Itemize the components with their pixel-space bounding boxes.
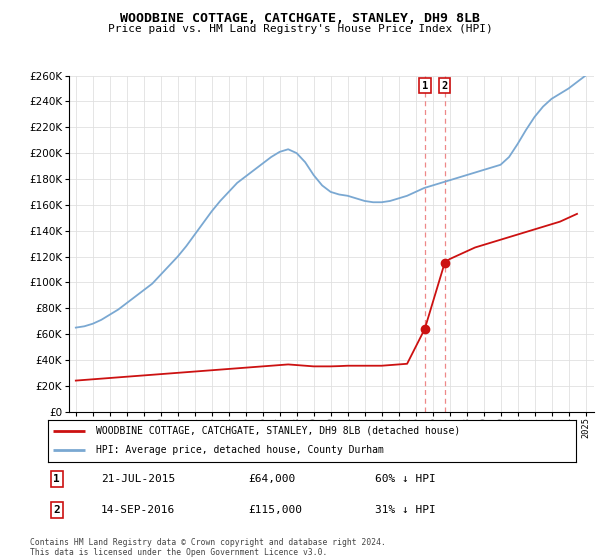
Text: 31% ↓ HPI: 31% ↓ HPI bbox=[376, 505, 436, 515]
Text: 60% ↓ HPI: 60% ↓ HPI bbox=[376, 474, 436, 484]
Text: Contains HM Land Registry data © Crown copyright and database right 2024.
This d: Contains HM Land Registry data © Crown c… bbox=[30, 538, 386, 557]
Text: WOODBINE COTTAGE, CATCHGATE, STANLEY, DH9 8LB: WOODBINE COTTAGE, CATCHGATE, STANLEY, DH… bbox=[120, 12, 480, 25]
Text: 2: 2 bbox=[442, 81, 448, 91]
Text: 2: 2 bbox=[53, 505, 60, 515]
Text: £64,000: £64,000 bbox=[248, 474, 296, 484]
Text: 1: 1 bbox=[422, 81, 428, 91]
Text: 21-JUL-2015: 21-JUL-2015 bbox=[101, 474, 175, 484]
Text: £115,000: £115,000 bbox=[248, 505, 302, 515]
Text: 1: 1 bbox=[53, 474, 60, 484]
Text: WOODBINE COTTAGE, CATCHGATE, STANLEY, DH9 8LB (detached house): WOODBINE COTTAGE, CATCHGATE, STANLEY, DH… bbox=[95, 426, 460, 436]
Text: HPI: Average price, detached house, County Durham: HPI: Average price, detached house, Coun… bbox=[95, 445, 383, 455]
Text: 14-SEP-2016: 14-SEP-2016 bbox=[101, 505, 175, 515]
Text: Price paid vs. HM Land Registry's House Price Index (HPI): Price paid vs. HM Land Registry's House … bbox=[107, 24, 493, 34]
